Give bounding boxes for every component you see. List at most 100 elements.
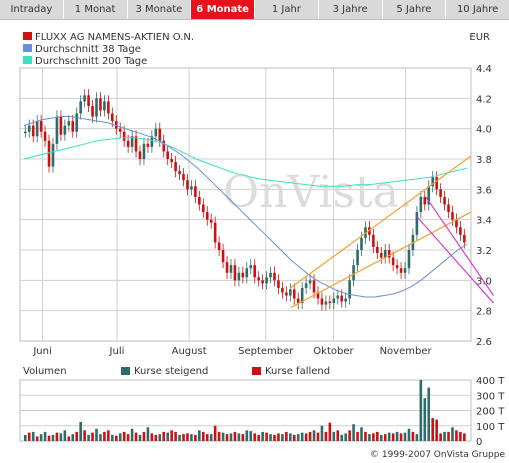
tab-3-monate[interactable]: 3 Monate <box>128 0 192 19</box>
candle-body <box>391 257 395 266</box>
candle-body <box>316 292 320 299</box>
y-tick-label: 4.2 <box>476 94 492 105</box>
candle-body <box>63 125 67 135</box>
candle-body <box>51 143 55 167</box>
volume-bar <box>328 422 332 441</box>
volume-bar <box>391 433 395 441</box>
volume-bar <box>459 431 462 441</box>
tab-1-monat[interactable]: 1 Monat <box>64 0 128 19</box>
tab-5-jahre[interactable]: 5 Jahre <box>383 0 447 19</box>
volume-bar <box>308 431 312 441</box>
candle-body <box>376 246 379 254</box>
volume-bar <box>170 430 173 441</box>
volume-bar <box>407 428 411 441</box>
candle-body <box>308 280 312 284</box>
ma200-line <box>23 137 468 187</box>
volume-bar <box>285 431 288 441</box>
legend-swatch-down <box>252 367 261 375</box>
y-tick-label: 4.4 <box>476 64 492 75</box>
volume-bar <box>383 434 387 441</box>
volume-bar <box>182 434 185 441</box>
candle-body <box>368 227 371 235</box>
y-tick-label: 4.0 <box>476 125 492 136</box>
tab-6-monate[interactable]: 6 Monate <box>191 0 255 19</box>
candle-body <box>221 250 225 263</box>
volume-bar <box>213 425 217 441</box>
y-tick-label: 2.8 <box>476 307 492 318</box>
candle-body <box>233 265 237 281</box>
volume-bar <box>304 433 308 441</box>
candle-body <box>399 268 403 273</box>
volume-bar <box>233 431 237 441</box>
candle-body <box>122 131 126 141</box>
candle-body <box>205 212 209 220</box>
candle-body <box>320 298 324 305</box>
candle-body <box>91 105 94 117</box>
legend-label-down: Kurse fallend <box>265 366 330 377</box>
legend-label-ma200: Durchschnitt 200 Tage <box>35 56 147 67</box>
volume-bar <box>257 434 260 441</box>
candle-body <box>289 289 292 296</box>
candle-body <box>166 151 169 159</box>
candle-body <box>407 250 411 269</box>
main-plot-frame <box>19 67 472 342</box>
legend-swatch-ma38 <box>23 44 32 52</box>
tab-intraday[interactable]: Intraday <box>0 0 64 19</box>
volume-bar <box>166 432 169 441</box>
candle-body <box>138 151 142 159</box>
volume-bar <box>63 430 67 441</box>
volume-bar <box>130 428 134 441</box>
volume-bar <box>201 431 205 441</box>
candle-body <box>273 272 276 281</box>
volume-tick-label: 200 T <box>476 407 505 418</box>
candle-body <box>253 265 257 278</box>
candle-body <box>281 287 284 293</box>
candle-body <box>340 295 344 302</box>
volume-bar <box>47 435 51 441</box>
volume-bar <box>292 434 296 441</box>
candle-body <box>360 237 363 250</box>
x-tick-label: September <box>238 346 294 357</box>
volume-bar <box>150 433 154 441</box>
candle-body <box>300 287 304 304</box>
candle-body <box>186 180 189 190</box>
candle-body <box>71 121 75 132</box>
volume-bar <box>39 434 43 441</box>
candle-body <box>431 177 435 187</box>
tab-10-jahre[interactable]: 10 Jahre <box>456 4 499 15</box>
candle-body <box>241 272 245 278</box>
volume-tick-label: 400 T <box>476 376 505 387</box>
candle-body <box>154 128 158 137</box>
volume-bar <box>55 432 59 441</box>
volume-bar <box>134 432 138 441</box>
volume-bar <box>451 427 454 441</box>
y-tick-label: 3.6 <box>476 185 492 196</box>
candle-body <box>59 116 63 135</box>
volume-bar <box>427 387 431 441</box>
candle-body <box>83 95 86 102</box>
candle-body <box>395 265 399 269</box>
volume-bar <box>447 431 450 441</box>
candle-body <box>150 136 154 147</box>
volume-bar <box>190 434 193 441</box>
volume-bar <box>423 398 427 441</box>
candle-body <box>332 298 336 304</box>
volume-bar <box>59 433 63 441</box>
candle-body <box>257 277 260 281</box>
volume-bar <box>75 431 79 441</box>
tab-1-jahr[interactable]: 1 Jahr <box>255 0 319 19</box>
volume-bar <box>205 434 209 441</box>
tab-3-jahre[interactable]: 3 Jahre <box>319 0 383 19</box>
candle-body <box>435 177 438 190</box>
x-tick-label: Oktober <box>313 346 354 357</box>
volume-bar <box>455 430 458 441</box>
volume-bar <box>399 433 403 441</box>
candle-body <box>24 131 27 134</box>
volume-bar <box>261 431 264 441</box>
candle-body <box>178 171 181 175</box>
volume-bar <box>241 434 245 441</box>
watermark: OnVista. <box>223 167 413 218</box>
volume-bar <box>312 430 316 441</box>
x-tick-label: Juni <box>32 346 51 357</box>
candle-body <box>237 272 241 281</box>
